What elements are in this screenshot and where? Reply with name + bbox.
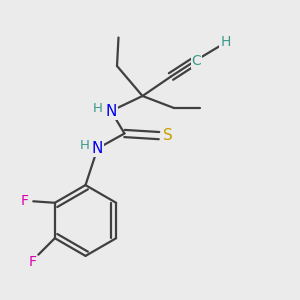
Text: C: C — [192, 54, 201, 68]
Text: F: F — [28, 255, 36, 269]
Text: F: F — [21, 194, 29, 208]
Text: N: N — [105, 103, 117, 118]
Text: H: H — [80, 139, 90, 152]
Text: H: H — [220, 35, 231, 49]
Text: N: N — [92, 141, 103, 156]
Text: S: S — [163, 128, 173, 143]
Text: H: H — [93, 101, 103, 115]
